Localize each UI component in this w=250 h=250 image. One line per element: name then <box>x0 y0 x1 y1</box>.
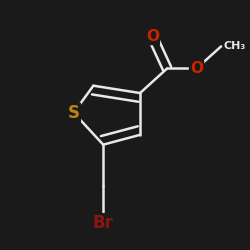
Text: Br: Br <box>93 214 114 232</box>
Text: O: O <box>190 61 203 76</box>
Text: O: O <box>146 29 159 44</box>
Text: CH₃: CH₃ <box>224 42 246 51</box>
Text: S: S <box>68 104 80 122</box>
